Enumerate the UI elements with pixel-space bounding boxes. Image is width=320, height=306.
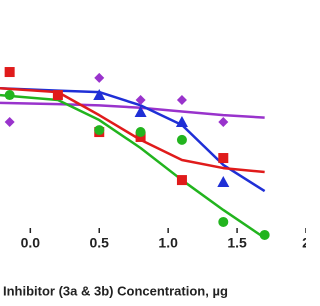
data-point: [134, 105, 147, 117]
x-tick-label: 1.0: [158, 235, 178, 251]
chart: Inhibitor (3a & 3b) Concentration, µg 0.…: [0, 67, 306, 298]
x-axis-title: Inhibitor (3a & 3b) Concentration, µg: [3, 283, 228, 298]
data-point: [4, 67, 15, 78]
data-point: [94, 125, 105, 136]
data-point: [93, 89, 106, 101]
data-point: [4, 90, 15, 101]
data-point: [218, 153, 229, 164]
data-point: [94, 72, 105, 83]
fit-line: [0, 101, 265, 119]
x-tick-label: 2: [302, 235, 306, 251]
data-point: [218, 216, 229, 227]
data-point: [217, 176, 230, 188]
x-tick-label: 0.0: [21, 235, 41, 251]
x-tick-label: 0.5: [90, 235, 110, 251]
data-point: [176, 94, 187, 105]
data-point: [135, 127, 146, 138]
x-tick-label: 1.5: [227, 235, 247, 251]
data-point: [4, 117, 15, 128]
data-point: [218, 117, 229, 128]
data-point: [135, 94, 146, 105]
data-point: [175, 116, 188, 128]
data-point: [259, 229, 270, 240]
data-point: [176, 134, 187, 145]
data-point: [52, 90, 63, 101]
data-point: [176, 175, 187, 186]
